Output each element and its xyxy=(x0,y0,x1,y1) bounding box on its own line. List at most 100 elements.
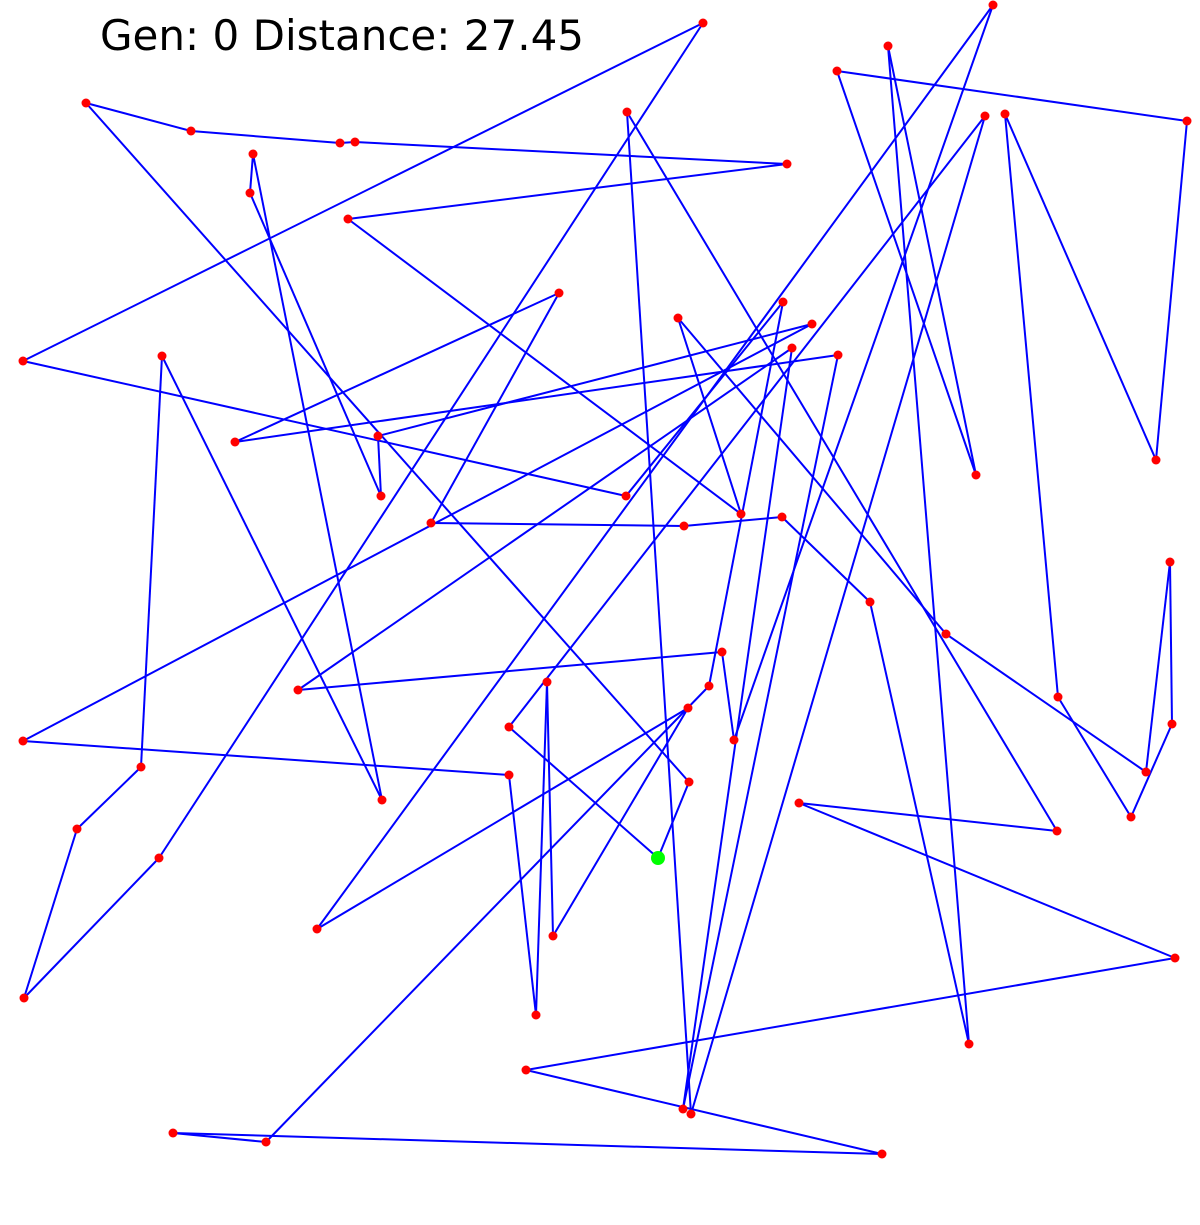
city-point xyxy=(1182,116,1192,126)
city-point xyxy=(777,512,787,522)
route-segment xyxy=(377,435,382,497)
route-segment xyxy=(535,681,548,1016)
route-segment xyxy=(1057,696,1132,818)
route-segment xyxy=(683,516,783,527)
city-point xyxy=(19,993,29,1003)
city-point xyxy=(1141,767,1151,777)
city-point xyxy=(377,795,387,805)
city-point xyxy=(350,137,360,147)
generation-value: 0 xyxy=(212,11,240,60)
route-segment xyxy=(626,111,1058,832)
route-segment xyxy=(1004,113,1059,698)
city-point xyxy=(186,126,196,136)
city-point xyxy=(554,288,564,298)
route-segment xyxy=(508,726,659,859)
route-segment xyxy=(249,153,254,194)
route-segment xyxy=(23,857,160,999)
route-segment xyxy=(798,802,1058,832)
route-segment xyxy=(708,301,784,687)
city-point xyxy=(18,356,28,366)
city-point xyxy=(335,138,345,148)
route-segment xyxy=(297,651,723,691)
distance-value: 27.45 xyxy=(463,11,585,60)
route-segment xyxy=(721,651,735,741)
route-segment xyxy=(625,301,784,497)
city-point xyxy=(794,798,804,808)
route-segment xyxy=(525,957,1176,1071)
city-point xyxy=(293,685,303,695)
city-point xyxy=(1126,812,1136,822)
route-segment xyxy=(234,292,560,443)
city-point xyxy=(248,149,258,159)
route-segment xyxy=(430,522,685,527)
route-segment xyxy=(190,130,341,144)
route-path xyxy=(22,4,1188,1155)
route-segment xyxy=(316,707,689,930)
city-point xyxy=(964,1039,974,1049)
city-point xyxy=(941,629,951,639)
route-segment xyxy=(234,354,839,443)
city-point xyxy=(504,722,514,732)
route-segment xyxy=(836,70,1188,122)
city-point xyxy=(376,491,386,501)
city-point xyxy=(312,924,322,934)
city-point xyxy=(971,470,981,480)
city-point xyxy=(683,703,693,713)
city-point xyxy=(1052,826,1062,836)
city-point xyxy=(261,1137,271,1147)
route-segment xyxy=(677,317,742,515)
city-point xyxy=(673,313,683,323)
route-segment xyxy=(1004,113,1157,461)
route-segment xyxy=(22,22,704,362)
route-segment xyxy=(869,601,970,1045)
route-segment xyxy=(733,4,994,741)
route-segment xyxy=(22,740,510,776)
city-points xyxy=(18,0,1192,1159)
city-point xyxy=(157,351,167,361)
city-point xyxy=(832,66,842,76)
route-segment xyxy=(887,45,970,1045)
route-segment xyxy=(76,766,142,830)
city-point xyxy=(1167,719,1177,729)
city-point xyxy=(980,111,990,121)
city-point xyxy=(1165,557,1175,567)
city-point xyxy=(1170,953,1180,963)
city-point xyxy=(679,521,689,531)
route-segment xyxy=(626,111,692,1115)
route-segment xyxy=(347,218,742,515)
city-point xyxy=(504,770,514,780)
city-point xyxy=(621,491,631,501)
route-segment xyxy=(252,153,383,801)
route-segment xyxy=(161,355,383,801)
route-segment xyxy=(508,115,986,728)
route-segment xyxy=(172,1132,267,1143)
city-point xyxy=(1053,692,1063,702)
city-point xyxy=(230,437,240,447)
route-segment xyxy=(1130,723,1173,818)
start-city-point xyxy=(651,851,665,865)
city-point xyxy=(684,777,694,787)
city-point xyxy=(168,1128,178,1138)
city-point xyxy=(81,98,91,108)
city-point xyxy=(622,107,632,117)
city-point xyxy=(154,853,164,863)
route-segment xyxy=(508,774,537,1016)
city-point xyxy=(542,677,552,687)
route-segment xyxy=(525,1069,883,1155)
city-point xyxy=(548,931,558,941)
city-point xyxy=(426,518,436,528)
city-point xyxy=(782,159,792,169)
route-segment xyxy=(1155,120,1188,461)
route-segment xyxy=(140,355,163,768)
city-point xyxy=(245,188,255,198)
route-segment xyxy=(1145,561,1171,773)
city-point xyxy=(678,1104,688,1114)
city-point xyxy=(865,597,875,607)
city-point xyxy=(343,214,353,224)
route-segment xyxy=(798,802,1176,959)
distance-label: Distance: xyxy=(252,11,451,60)
city-point xyxy=(883,41,893,51)
route-segment xyxy=(297,347,793,691)
city-point xyxy=(778,297,788,307)
